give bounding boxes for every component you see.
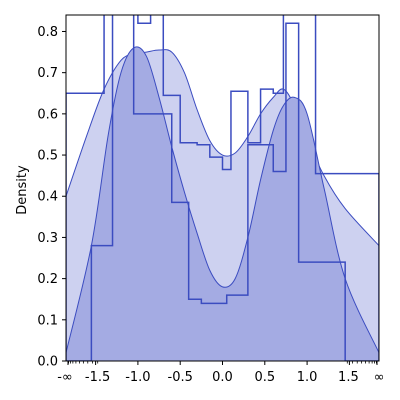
x-tick-label: 0.0 [212, 370, 233, 385]
y-tick-label: 0.3 [37, 231, 58, 246]
y-axis-label: Density [15, 165, 30, 215]
kde-line-2 [66, 46, 379, 353]
y-tick-label: 0.4 [37, 190, 58, 205]
axes: 0.0 0.1 0.2 0.3 0.4 0.5 0.6 0.7 0.8 -∞ ∞ -1.5 -1.0 -0… [37, 14, 385, 385]
y-tick-label: 0.6 [37, 107, 58, 122]
y-tick-label: 0.1 [37, 313, 58, 328]
x-tick-label: -0.5 [168, 370, 193, 385]
x-tick-label: 1.5 [338, 370, 359, 385]
kde-area-2 [66, 46, 379, 361]
plot-area [66, 15, 379, 361]
x-tick-label: 1.0 [297, 370, 318, 385]
x-tick-label: -1.0 [125, 370, 150, 385]
x-tick-label: 0.5 [254, 370, 275, 385]
x-tick-label: -1.5 [85, 370, 110, 385]
y-tick-label: 0.0 [37, 355, 58, 370]
y-tick-label: 0.8 [37, 25, 58, 40]
y-tick-label: 0.5 [37, 149, 58, 164]
histogram-steps-1 [66, 15, 379, 361]
y-tick-label: 0.2 [37, 272, 58, 287]
y-tick-label: 0.7 [37, 66, 58, 81]
histogram-steps-2 [66, 15, 379, 361]
x-tick-label: -∞ [57, 370, 73, 385]
x-tick-label: ∞ [374, 370, 385, 385]
